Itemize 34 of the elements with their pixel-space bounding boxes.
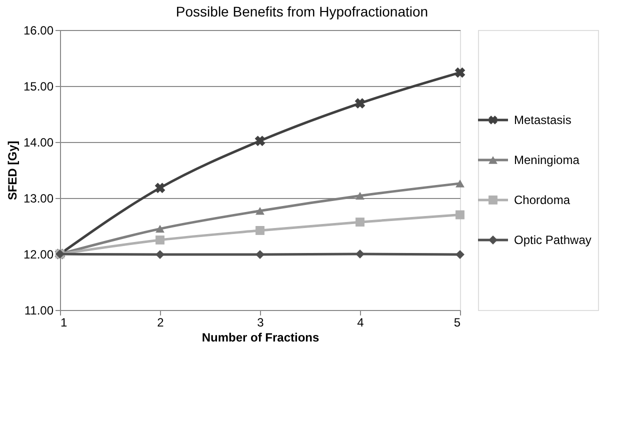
y-tick-label: 14.00 xyxy=(23,136,54,150)
point xyxy=(256,226,264,235)
point xyxy=(256,250,264,260)
point xyxy=(354,98,366,109)
y-tick-label: 16.00 xyxy=(23,24,54,38)
x-tick-label: 5 xyxy=(454,316,461,330)
y-tick-label: 13.00 xyxy=(23,192,54,206)
legend-label: Meningioma xyxy=(514,153,580,167)
legend-label: Optic Pathway xyxy=(514,233,592,247)
point xyxy=(254,136,266,146)
point xyxy=(454,67,466,78)
point xyxy=(456,210,464,220)
legend-label: Chordoma xyxy=(514,193,570,207)
x-tick-label: 1 xyxy=(60,316,68,330)
y-tick-label: 15.00 xyxy=(23,80,54,94)
legend-label: Metastasis xyxy=(514,113,572,127)
point xyxy=(356,192,364,200)
y-axis-title: SFED [Gy] xyxy=(5,140,20,200)
x-axis-title: Number of Fractions xyxy=(202,330,320,344)
point xyxy=(256,207,264,215)
point xyxy=(356,250,364,258)
point xyxy=(156,224,164,233)
y-tick-label: 12.00 xyxy=(23,248,54,262)
point xyxy=(156,236,164,244)
point xyxy=(456,180,464,188)
point xyxy=(154,182,166,194)
x-tick-label: 2 xyxy=(157,316,164,330)
chart-title: Possible Benefits from Hypofractionation xyxy=(176,4,428,20)
point xyxy=(456,250,464,260)
y-tick-label: 11.00 xyxy=(24,304,54,318)
point xyxy=(356,218,364,227)
x-tick-label: 3 xyxy=(257,316,264,330)
point xyxy=(156,250,164,260)
x-tick-label: 4 xyxy=(357,316,364,330)
